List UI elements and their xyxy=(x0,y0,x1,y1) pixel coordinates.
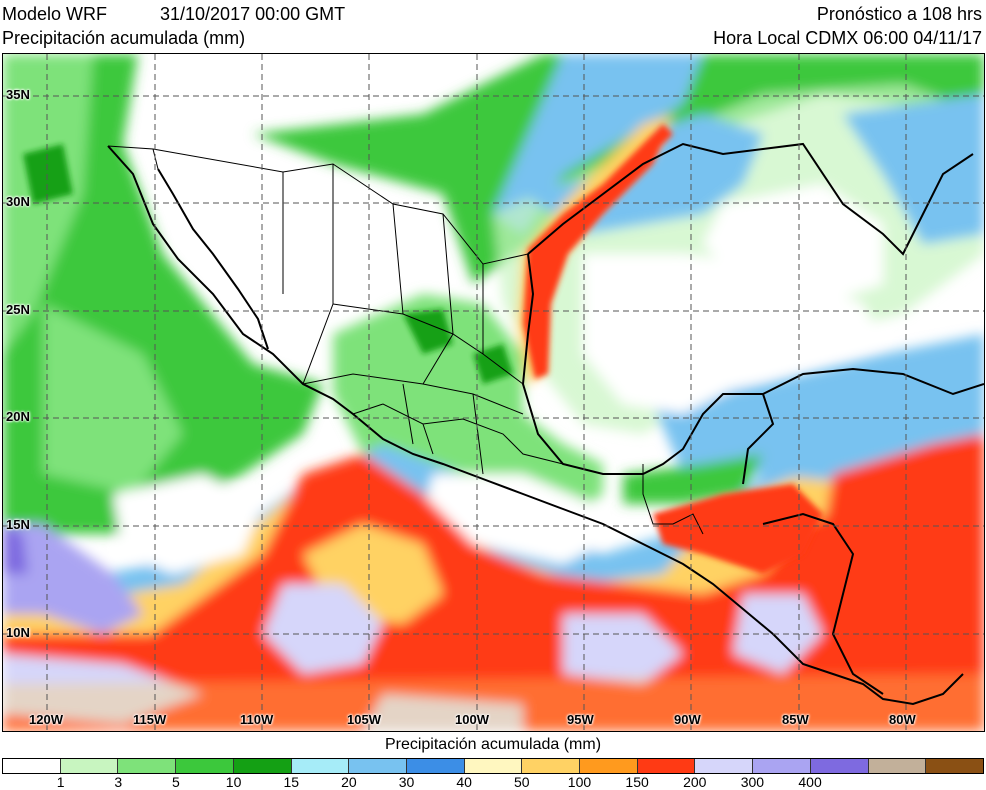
borders xyxy=(107,142,984,706)
colorbar-swatch xyxy=(810,759,869,773)
colorbar-tick-label: 100 xyxy=(567,774,592,790)
colorbar-title: Precipitación acumulada (mm) xyxy=(384,736,602,753)
lat-label-10n: 10N xyxy=(6,625,30,640)
lat-label-15n: 15N xyxy=(6,517,30,532)
forecast-hour: Pronóstico a 108 hrs xyxy=(816,4,982,24)
colorbar-swatch xyxy=(349,759,407,773)
lon-label-105w: 105W xyxy=(347,712,381,727)
lat-label-35n: 35N xyxy=(6,87,30,102)
colorbar-tick-label: 10 xyxy=(225,774,242,790)
lon-label-95w: 95W xyxy=(567,712,594,727)
colorbar-tick-label: 50 xyxy=(514,774,530,790)
lon-label-80w: 80W xyxy=(889,712,916,727)
colorbar-swatch xyxy=(233,759,292,773)
colorbar-tick-label: 40 xyxy=(456,774,472,790)
colorbar-swatch xyxy=(868,759,927,773)
colorbar-tick-label: 30 xyxy=(398,774,415,790)
local-time: Hora Local CDMX 06:00 04/11/17 xyxy=(713,28,982,48)
lat-label-25n: 25N xyxy=(6,302,30,317)
colorbar-swatch xyxy=(522,759,581,773)
colorbar-swatch xyxy=(695,759,754,773)
colorbar-tick-label: 400 xyxy=(798,774,822,790)
lat-label-20n: 20N xyxy=(6,409,30,424)
colorbar-swatch xyxy=(406,759,465,773)
colorbar-swatch xyxy=(176,759,234,773)
variable-title: Precipitación acumulada (mm) xyxy=(2,28,246,48)
lon-label-100w: 100W xyxy=(455,712,489,727)
colorbar-tick-label: 20 xyxy=(341,774,357,790)
model-name: Modelo WRF xyxy=(2,4,108,24)
colorbar-swatch xyxy=(926,759,983,773)
colorbar-tick-label: 1 xyxy=(56,774,65,790)
colorbar-swatch xyxy=(580,759,638,773)
colorbar-swatch xyxy=(753,759,811,773)
colorbar-tick-label: 150 xyxy=(625,774,649,790)
precipitation-map: 35N 30N 25N 20N 15N 10N 120W 115W 110W 1… xyxy=(2,53,985,732)
colorbar-tick-label: 3 xyxy=(114,774,123,790)
map-canvas xyxy=(3,54,984,731)
colorbar-tick-label: 15 xyxy=(283,774,300,790)
colorbar-tick-label: 5 xyxy=(172,774,180,790)
precip-shading xyxy=(3,54,984,731)
colorbar-tick-label: 200 xyxy=(683,774,707,790)
colorbar-swatch xyxy=(118,759,177,773)
colorbar xyxy=(2,758,984,774)
colorbar-swatch xyxy=(637,759,696,773)
colorbar-swatch xyxy=(60,759,119,773)
lat-label-30n: 30N xyxy=(6,194,30,209)
lon-label-110w: 110W xyxy=(240,712,274,727)
lon-label-115w: 115W xyxy=(133,712,167,727)
lon-label-120w: 120W xyxy=(29,712,63,727)
lon-label-85w: 85W xyxy=(782,712,809,727)
colorbar-swatch xyxy=(3,759,61,773)
colorbar-swatch xyxy=(464,759,523,773)
init-time: 31/10/2017 00:00 GMT xyxy=(160,4,346,24)
colorbar-swatch xyxy=(291,759,350,773)
graticule xyxy=(3,54,984,731)
colorbar-tick-label: 300 xyxy=(740,774,765,790)
lon-label-90w: 90W xyxy=(674,712,701,727)
